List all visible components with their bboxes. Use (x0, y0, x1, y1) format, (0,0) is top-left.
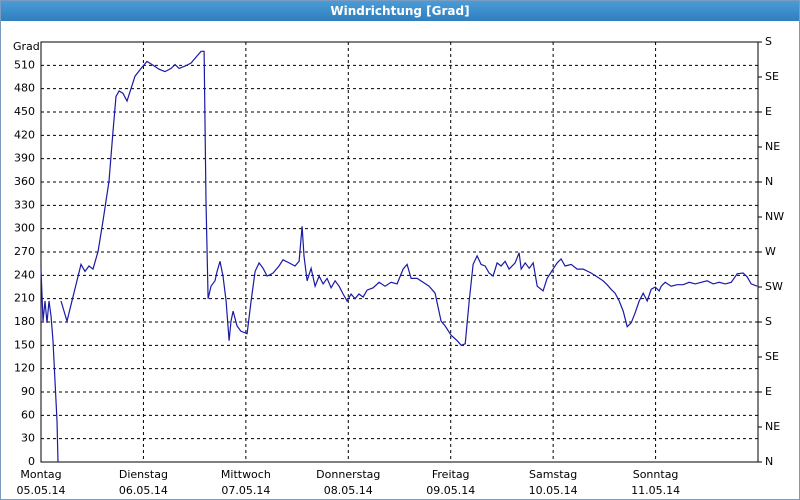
x-tick-date: 05.05.14 (17, 484, 66, 497)
y-tick-label: 60 (21, 408, 35, 421)
title-bar: Windrichtung [Grad] (1, 1, 799, 21)
x-tick-date: 11.05.14 (631, 484, 680, 497)
y2-tick-label: SE (765, 350, 779, 363)
y2-tick-label: SE (765, 70, 779, 83)
x-tick-label: Samstag (529, 468, 577, 481)
y-tick-label: 390 (14, 152, 35, 165)
y-tick-label: 420 (14, 128, 35, 141)
y-tick-label: 510 (14, 58, 35, 71)
y-tick-label: 210 (14, 292, 35, 305)
y-tick-label: 360 (14, 175, 35, 188)
x-tick-label: Freitag (432, 468, 470, 481)
x-tick-date: 06.05.14 (119, 484, 168, 497)
y2-tick-label: E (765, 105, 772, 118)
y-tick-label: 180 (14, 315, 35, 328)
x-tick-date: 08.05.14 (324, 484, 373, 497)
y2-tick-label: NE (765, 140, 780, 153)
y-tick-label: 120 (14, 362, 35, 375)
y2-tick-label: NW (765, 210, 784, 223)
y-tick-label: 240 (14, 268, 35, 281)
x-tick-label: Mittwoch (221, 468, 271, 481)
x-tick-date: 10.05.14 (529, 484, 578, 497)
y2-tick-label: NE (765, 420, 780, 433)
y2-tick-label: E (765, 385, 772, 398)
y2-tick-label: N (765, 175, 773, 188)
x-tick-label: Dienstag (119, 468, 168, 481)
x-tick-date: 09.05.14 (426, 484, 475, 497)
y-tick-label: 450 (14, 105, 35, 118)
y2-tick-label: S (765, 315, 772, 328)
y2-tick-label: N (765, 455, 773, 468)
y-tick-label: 0 (28, 455, 35, 468)
y-tick-label: 300 (14, 222, 35, 235)
y-tick-label: 330 (14, 198, 35, 211)
y-tick-label: 30 (21, 432, 35, 445)
y-tick-label: 150 (14, 338, 35, 351)
x-tick-date: 07.05.14 (221, 484, 270, 497)
y-axis-label: Grad (13, 40, 40, 53)
y2-tick-label: S (765, 35, 772, 48)
x-tick-label: Sonntag (633, 468, 679, 481)
y2-tick-label: SW (765, 280, 783, 293)
x-tick-label: Montag (20, 468, 61, 481)
x-tick-label: Donnerstag (316, 468, 380, 481)
data-line (40, 50, 758, 463)
y2-tick-label: W (765, 245, 776, 258)
y-tick-label: 90 (21, 385, 35, 398)
y-tick-label: 480 (14, 82, 35, 95)
y-tick-label: 270 (14, 245, 35, 258)
plot-border (40, 41, 759, 463)
